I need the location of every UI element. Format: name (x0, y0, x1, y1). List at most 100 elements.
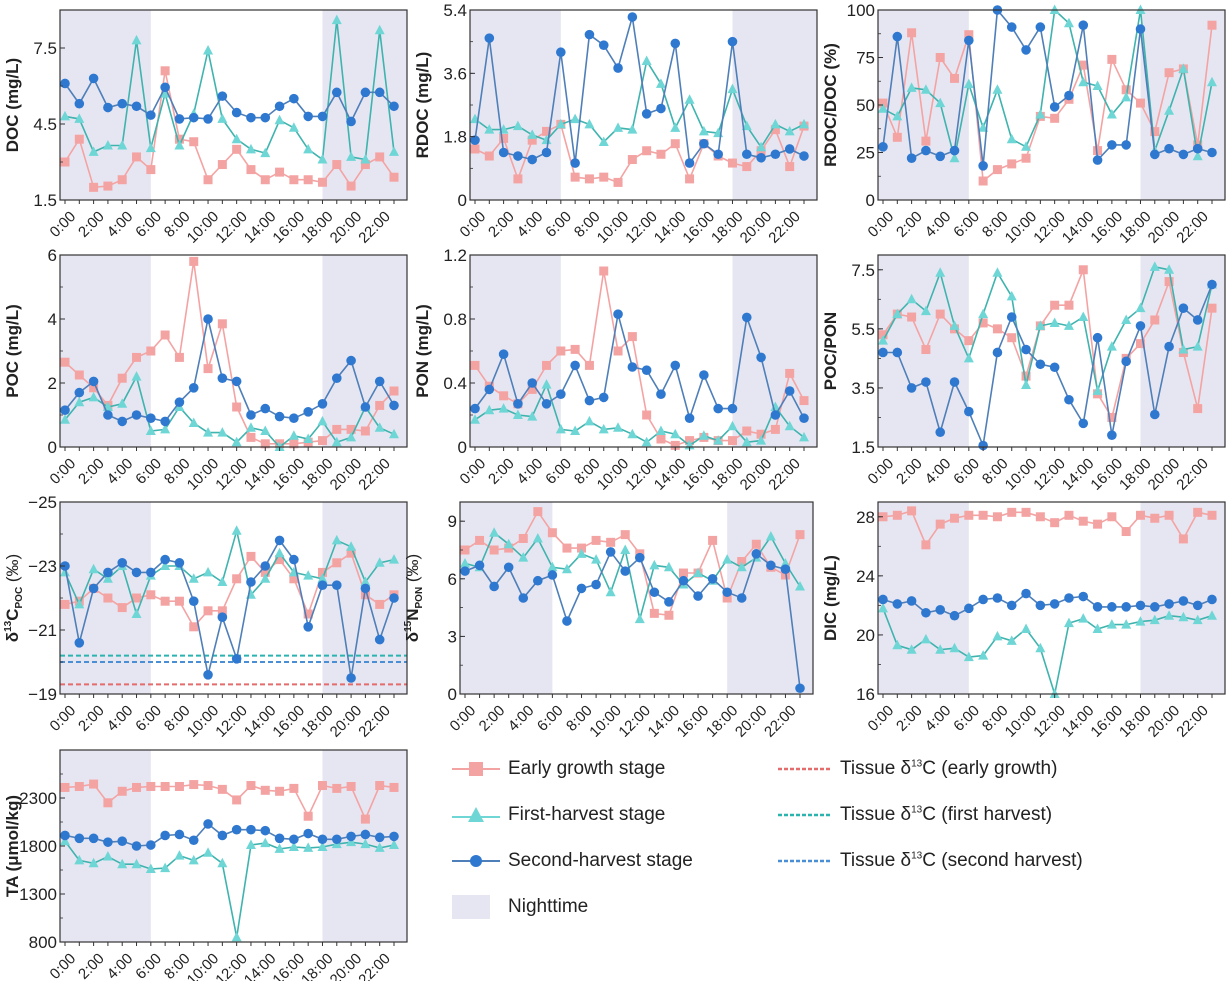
data-point-first (470, 414, 480, 424)
data-point-first (145, 142, 156, 153)
y-tick-label: 0 (48, 438, 57, 457)
legend-label-early: Early growth stage (508, 758, 666, 779)
data-point-early (1178, 534, 1188, 544)
data-point-second (736, 593, 747, 603)
data-point-early (556, 346, 566, 356)
panel-poc_pon: 1.53.55.57.50:002:004:006:008:0010:0012:… (821, 254, 1226, 494)
data-point-second (598, 40, 609, 50)
data-point-first (795, 580, 805, 591)
legend-label-tissue-first: Tissue δ13C (first harvest) (840, 804, 1053, 825)
x-tick-label: 14:00 (1059, 208, 1098, 247)
x-tick-label: 22:00 (761, 702, 800, 741)
data-point-early (935, 519, 945, 529)
y-tick-label: 4 (48, 310, 57, 329)
y-tick-label: 5.5 (851, 320, 875, 339)
data-point-second (1192, 315, 1203, 325)
x-tick-label: 4:00 (505, 702, 538, 735)
data-point-first (245, 839, 256, 850)
data-point-early (613, 346, 623, 356)
y-tick-label: 1.5 (851, 438, 875, 457)
data-point-second (174, 397, 185, 408)
x-tick-label: 2:00 (75, 702, 108, 735)
data-point-first (160, 423, 171, 434)
data-point-first (693, 567, 704, 578)
data-point-first (1164, 105, 1175, 115)
data-point-second (1078, 20, 1089, 31)
series-line-early (882, 25, 1213, 183)
x-tick-label: 6:00 (132, 702, 165, 735)
data-point-early (289, 783, 299, 793)
data-point-second (246, 577, 256, 587)
data-point-second (1164, 143, 1174, 154)
x-tick-label: 2:00 (893, 208, 926, 241)
data-point-first (713, 435, 724, 445)
data-point-early (664, 610, 674, 620)
data-point-first (605, 586, 616, 597)
data-point-first (145, 863, 156, 874)
data-point-first (1035, 642, 1046, 653)
data-point-second (103, 102, 113, 113)
data-point-early (103, 798, 113, 808)
data-point-first (389, 839, 399, 850)
data-point-first (1078, 311, 1089, 322)
data-point-first (1049, 317, 1060, 327)
data-point-first (649, 559, 660, 570)
data-point-early (375, 400, 385, 410)
data-point-second (474, 560, 485, 571)
data-point-early (275, 786, 285, 796)
data-point-second (641, 108, 652, 119)
x-tick-label: 4:00 (922, 455, 955, 488)
data-point-first (634, 613, 645, 624)
data-point-early (103, 593, 113, 603)
x-tick-label: 10:00 (1002, 208, 1041, 247)
x-tick-label: 4:00 (104, 950, 137, 981)
data-point-second (1035, 22, 1046, 32)
data-point-early (642, 146, 652, 156)
x-tick-label: 6:00 (132, 208, 165, 241)
data-point-second (1049, 362, 1060, 373)
data-point-early (892, 510, 902, 520)
data-point-first (561, 563, 572, 574)
data-point-second (389, 400, 399, 411)
data-point-first (174, 140, 185, 150)
data-point-early (785, 162, 795, 172)
data-point-early (346, 181, 356, 191)
data-point-second (188, 596, 199, 606)
data-point-second (1035, 600, 1046, 611)
data-point-second (722, 587, 732, 598)
nighttime-band (878, 10, 969, 200)
data-point-early (978, 176, 988, 186)
data-point-first (527, 411, 538, 421)
data-point-second (992, 347, 1003, 358)
y-tick-label: 3 (448, 627, 457, 646)
data-point-first (1078, 613, 1089, 623)
data-point-first (160, 862, 171, 873)
x-tick-label: 6:00 (132, 455, 165, 488)
data-point-early (518, 533, 528, 543)
x-tick-label: 2:00 (75, 455, 108, 488)
data-point-first (346, 431, 357, 442)
data-point-second (541, 147, 552, 158)
x-tick-label: 14:00 (1059, 702, 1098, 741)
data-point-early (649, 608, 659, 618)
x-tick-label: 4:00 (514, 455, 547, 488)
x-tick-label: 16:00 (674, 702, 713, 741)
y-tick-label: 25 (856, 144, 875, 163)
data-point-first (460, 557, 470, 568)
x-tick-label: 6:00 (950, 208, 983, 241)
data-point-first (799, 118, 809, 129)
data-point-second (289, 834, 299, 845)
data-point-first (992, 84, 1003, 94)
data-point-early (533, 507, 543, 517)
y-tick-label: 50 (856, 96, 875, 115)
data-point-first (288, 841, 299, 851)
data-point-early (599, 266, 609, 276)
data-point-early (260, 175, 270, 185)
data-point-second (146, 413, 156, 424)
data-point-first (288, 122, 299, 132)
y-tick-label: 2300 (19, 789, 57, 808)
data-point-second (317, 399, 328, 409)
data-point-early (562, 543, 572, 553)
data-point-first (992, 630, 1003, 641)
data-point-early (332, 558, 342, 568)
